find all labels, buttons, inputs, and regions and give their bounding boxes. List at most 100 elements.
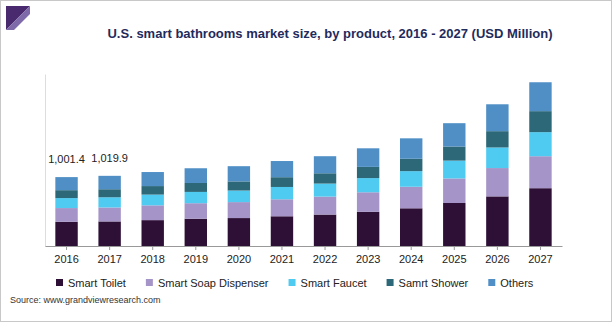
legend: Smart Toilet Smart Soap Dispenser Smart Fa…	[56, 277, 534, 289]
bar	[400, 138, 422, 158]
bar	[142, 186, 164, 195]
bar	[400, 187, 422, 209]
x-tick: 2024	[399, 246, 423, 265]
bar	[142, 205, 164, 220]
x-tick: 2022	[313, 246, 337, 265]
x-tick: 2018	[140, 246, 164, 265]
bar	[443, 147, 465, 161]
bar	[486, 168, 508, 196]
legend-swatch	[488, 279, 495, 286]
annotation: 1,001.4	[48, 153, 85, 165]
legend-swatch	[56, 279, 63, 286]
bar	[529, 82, 551, 111]
legend-swatch	[146, 279, 153, 286]
x-tick-label: 2023	[356, 253, 380, 265]
x-tick: 2027	[528, 246, 552, 265]
bar	[185, 168, 207, 183]
bar	[529, 132, 551, 156]
bar	[271, 161, 293, 177]
bar	[400, 208, 422, 246]
x-tick-mark	[368, 246, 369, 250]
x-tick-mark	[325, 246, 326, 250]
series-bars	[55, 132, 551, 208]
bar	[142, 172, 164, 186]
x-tick-label: 2020	[227, 253, 251, 265]
legend-item: Smart Soap Dispenser	[146, 277, 269, 289]
x-tick-label: 2024	[399, 253, 423, 265]
bar	[55, 208, 77, 222]
x-tick-label: 2018	[140, 253, 164, 265]
bar	[271, 187, 293, 199]
bar	[185, 219, 207, 246]
legend-label: Samrt Shower	[399, 277, 469, 289]
legend-item: Samrt Shower	[387, 277, 469, 289]
annotation: 1,019.9	[91, 152, 128, 164]
legend-swatch	[289, 279, 296, 286]
bar	[185, 203, 207, 219]
x-axis-line	[46, 246, 563, 247]
bar	[55, 222, 77, 246]
bar	[486, 104, 508, 131]
x-tick: 2023	[356, 246, 380, 265]
source: Source: www.grandviewresearch.com	[10, 295, 161, 305]
bar	[314, 173, 336, 183]
legend-label: Smart Soap Dispenser	[158, 277, 269, 289]
bar	[98, 176, 120, 189]
x-tick-label: 2016	[54, 253, 78, 265]
bar	[314, 197, 336, 215]
x-tick-label: 2021	[270, 253, 294, 265]
x-tick-label: 2017	[97, 253, 121, 265]
x-axis: 2016 2017 2018 2019 2020 2021 2022 2023 2024 2025…	[46, 246, 563, 265]
frame	[1, 1, 612, 322]
x-tick: 2020	[227, 246, 251, 265]
bar	[185, 183, 207, 192]
bar	[486, 196, 508, 246]
bar	[486, 131, 508, 147]
x-tick-label: 2019	[184, 253, 208, 265]
x-tick: 2026	[485, 246, 509, 265]
bar	[271, 177, 293, 187]
bar	[357, 192, 379, 212]
x-tick: 2016	[54, 246, 78, 265]
bar	[529, 111, 551, 132]
bars	[55, 82, 551, 246]
x-tick-mark	[454, 246, 455, 250]
series-bars	[55, 82, 551, 190]
series-bars	[55, 156, 551, 222]
bar	[271, 199, 293, 216]
bar	[443, 178, 465, 203]
legend-swatch	[387, 279, 394, 286]
bar	[228, 202, 250, 218]
series-bars	[55, 188, 551, 246]
bar	[185, 192, 207, 203]
bar	[228, 181, 250, 190]
y-axis-line	[45, 75, 46, 247]
bar	[98, 221, 120, 246]
bar	[357, 178, 379, 192]
bar	[98, 197, 120, 207]
bar	[357, 148, 379, 167]
bar	[529, 188, 551, 246]
bar	[228, 191, 250, 203]
x-tick-mark	[497, 246, 498, 250]
bar	[314, 215, 336, 246]
legend-item: Smart Faucet	[289, 277, 367, 289]
bar	[98, 207, 120, 221]
bar	[98, 189, 120, 197]
corner-decoration	[6, 6, 30, 30]
bar	[529, 156, 551, 188]
bar	[314, 156, 336, 173]
bar	[142, 195, 164, 206]
corner-decoration	[6, 6, 30, 30]
legend-item: Smart Toilet	[56, 277, 126, 289]
y-axis	[45, 75, 46, 247]
x-tick-mark	[109, 246, 110, 250]
title: U.S. smart bathrooms market size, by pro…	[107, 26, 552, 41]
bar	[357, 212, 379, 246]
bar	[228, 218, 250, 246]
x-tick-label: 2025	[442, 253, 466, 265]
chart: U.S. smart bathrooms market size, by pro…	[0, 0, 612, 322]
x-tick-label: 2027	[528, 253, 552, 265]
x-tick-label: 2022	[313, 253, 337, 265]
legend-label: Smart Faucet	[301, 277, 367, 289]
